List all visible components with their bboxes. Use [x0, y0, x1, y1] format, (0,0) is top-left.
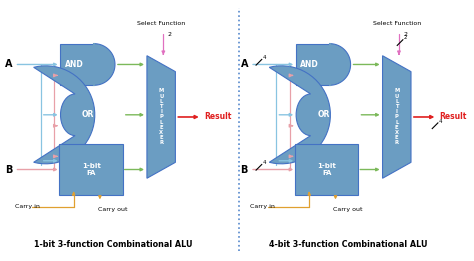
Bar [61, 44, 94, 85]
Text: B: B [241, 164, 248, 175]
Text: 1-bit
FA: 1-bit FA [82, 163, 100, 176]
Text: A: A [5, 60, 12, 69]
Polygon shape [34, 66, 95, 164]
Text: A: A [240, 60, 248, 69]
Text: 2: 2 [403, 32, 407, 37]
Text: Carry in: Carry in [15, 204, 39, 209]
Polygon shape [94, 44, 115, 85]
Text: AND: AND [300, 60, 319, 69]
Bar [296, 44, 330, 85]
Text: M
U
L
T
I
P
L
E
X
E
R: M U L T I P L E X E R [158, 88, 164, 145]
FancyBboxPatch shape [295, 144, 358, 195]
Text: 1-bit
FA: 1-bit FA [317, 163, 336, 176]
Text: 2: 2 [168, 32, 172, 37]
Text: 1-bit 3-function Combinational ALU: 1-bit 3-function Combinational ALU [34, 240, 192, 248]
Text: Carry out: Carry out [98, 207, 127, 212]
Text: Select Function: Select Function [373, 21, 421, 26]
Text: Carry in: Carry in [250, 204, 275, 209]
Polygon shape [269, 66, 330, 164]
Text: 4: 4 [438, 118, 442, 123]
Text: Result: Result [439, 112, 467, 121]
Text: M
U
L
T
I
P
L
E
X
E
R: M U L T I P L E X E R [394, 88, 400, 145]
FancyBboxPatch shape [59, 144, 123, 195]
Text: Carry out: Carry out [333, 207, 363, 212]
Polygon shape [147, 56, 175, 178]
Polygon shape [330, 44, 351, 85]
Text: Select Function: Select Function [137, 21, 185, 26]
Text: 4: 4 [263, 55, 266, 60]
Text: Result: Result [204, 112, 231, 121]
Text: B: B [5, 164, 12, 175]
Text: 4: 4 [263, 160, 266, 165]
Text: 2: 2 [403, 35, 407, 40]
Text: AND: AND [64, 60, 83, 69]
Text: OR: OR [82, 110, 94, 119]
Text: 4-bit 3-function Combinational ALU: 4-bit 3-function Combinational ALU [269, 240, 428, 248]
Polygon shape [383, 56, 411, 178]
Text: OR: OR [318, 110, 330, 119]
